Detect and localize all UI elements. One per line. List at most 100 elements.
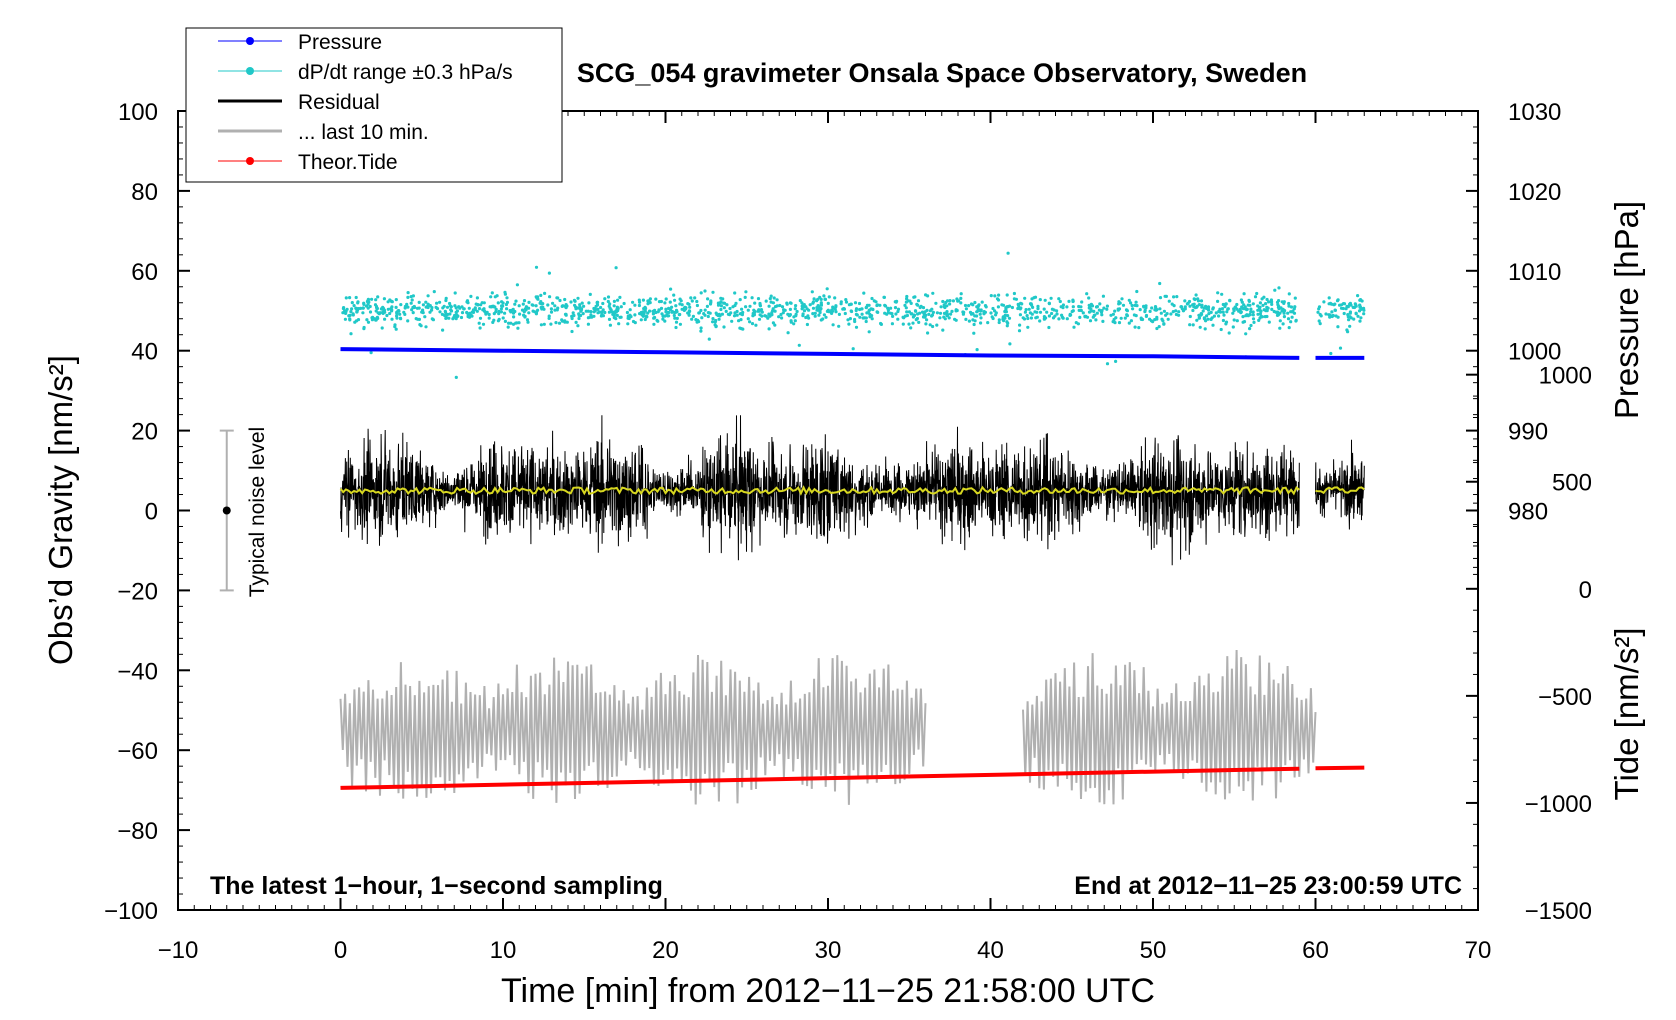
dpdt-point xyxy=(432,290,436,294)
dpdt-point xyxy=(1019,301,1023,305)
dpdt-point xyxy=(1057,297,1061,301)
dpdt-point xyxy=(493,305,497,309)
pressure-tick-label: 990 xyxy=(1508,419,1548,446)
x-tick-label: 10 xyxy=(490,937,517,964)
dpdt-point xyxy=(858,315,862,319)
dpdt-point xyxy=(430,308,434,312)
dpdt-point xyxy=(409,301,413,305)
dpdt-point xyxy=(1338,346,1343,350)
dpdt-point xyxy=(916,303,920,307)
dpdt-point xyxy=(964,317,968,321)
dpdt-point xyxy=(844,298,848,302)
dpdt-point xyxy=(477,321,481,325)
dpdt-point xyxy=(1085,292,1089,296)
x-tick-label: 30 xyxy=(815,937,842,964)
dpdt-point xyxy=(1197,316,1201,320)
dpdt-point xyxy=(917,320,921,324)
dpdt-point xyxy=(554,321,558,325)
dpdt-point xyxy=(941,328,945,332)
dpdt-point xyxy=(1214,311,1218,315)
dpdt-point xyxy=(1038,310,1043,314)
dpdt-point xyxy=(879,321,883,326)
dpdt-point xyxy=(955,297,959,301)
dpdt-point xyxy=(1089,309,1093,313)
dpdt-point xyxy=(777,315,781,319)
dpdt-point xyxy=(1211,307,1215,311)
dpdt-point xyxy=(1249,307,1253,311)
dpdt-point xyxy=(1138,308,1142,312)
dpdt-point xyxy=(459,315,464,320)
dpdt-point xyxy=(607,310,612,314)
dpdt-point xyxy=(756,297,761,301)
tide-tick-label: 1000 xyxy=(1539,363,1592,390)
pressure-tick-label: 1000 xyxy=(1508,339,1561,366)
dpdt-point xyxy=(930,307,934,311)
dpdt-point xyxy=(975,348,979,352)
dpdt-point xyxy=(558,298,562,303)
dpdt-point xyxy=(1338,303,1342,307)
dpdt-point xyxy=(1148,309,1152,313)
dpdt-point xyxy=(625,310,630,315)
dpdt-point xyxy=(1266,306,1270,310)
dpdt-point xyxy=(1127,321,1131,325)
dpdt-point xyxy=(348,318,352,322)
dpdt-point xyxy=(640,311,644,315)
pressure-line xyxy=(340,347,1300,360)
dpdt-point xyxy=(1287,304,1291,308)
dpdt-point xyxy=(1292,311,1297,315)
dpdt-point xyxy=(735,313,739,317)
dpdt-point xyxy=(720,312,725,316)
dpdt-point xyxy=(1095,311,1099,315)
dpdt-point xyxy=(633,321,637,325)
y-tick-label: 0 xyxy=(145,499,158,526)
dpdt-point xyxy=(516,326,520,330)
dpdt-point xyxy=(875,303,880,307)
dpdt-point xyxy=(603,310,607,315)
dpdt-point xyxy=(1260,315,1264,319)
dpdt-point xyxy=(1353,302,1357,306)
dpdt-point xyxy=(1129,301,1133,305)
dpdt-point xyxy=(810,290,814,294)
dpdt-point xyxy=(766,316,770,320)
dpdt-point xyxy=(891,314,895,318)
dpdt-point xyxy=(627,316,631,321)
dpdt-point xyxy=(699,308,703,313)
dpdt-point xyxy=(1029,316,1033,320)
dpdt-point xyxy=(1113,321,1117,325)
dpdt-point xyxy=(1277,286,1281,290)
dpdt-point xyxy=(424,300,428,304)
dpdt-point xyxy=(438,310,442,314)
dpdt-point xyxy=(699,291,703,295)
dpdt-point xyxy=(525,318,530,322)
dpdt-point xyxy=(688,305,692,309)
dpdt-point xyxy=(959,292,963,296)
residual-line xyxy=(1315,439,1365,530)
dpdt-point xyxy=(1164,313,1168,317)
dpdt-point xyxy=(731,305,735,309)
dpdt-point xyxy=(738,326,742,330)
dpdt-point xyxy=(1235,302,1239,307)
dpdt-point xyxy=(1316,310,1320,314)
dpdt-point xyxy=(706,297,710,301)
dpdt-point xyxy=(534,295,538,299)
dpdt-point xyxy=(811,300,816,304)
dpdt-point xyxy=(894,312,898,316)
dpdt-point xyxy=(993,294,997,298)
dpdt-point xyxy=(1134,300,1138,304)
dpdt-point xyxy=(833,307,837,311)
dpdt-point xyxy=(350,307,354,311)
dpdt-point xyxy=(822,294,826,298)
dpdt-point xyxy=(556,306,560,310)
dpdt-point xyxy=(746,308,750,312)
dpdt-point xyxy=(406,291,410,295)
dpdt-point xyxy=(478,326,482,330)
x-tick-label: 60 xyxy=(1302,937,1329,964)
dpdt-point xyxy=(779,312,783,317)
dpdt-point xyxy=(503,319,507,323)
dpdt-point xyxy=(1265,309,1269,313)
dpdt-point xyxy=(1233,305,1237,309)
legend-label: Theor.Tide xyxy=(298,151,398,174)
dpdt-point xyxy=(751,311,755,316)
dpdt-point xyxy=(1336,298,1340,302)
dpdt-point xyxy=(563,320,567,324)
